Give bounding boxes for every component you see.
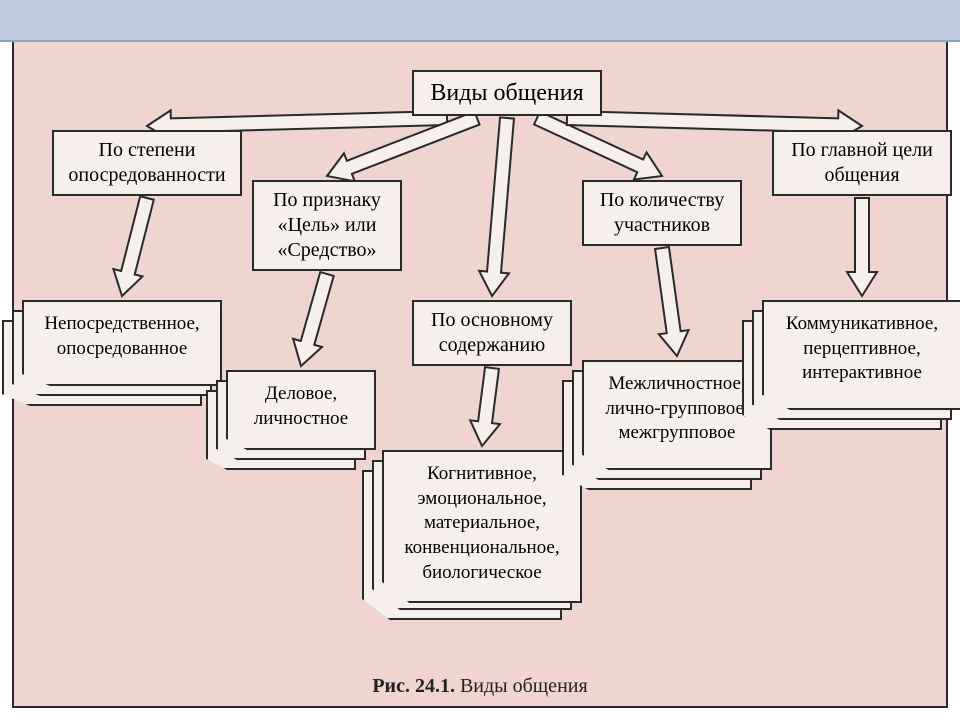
box-text-line: По степени — [62, 138, 232, 163]
leaf-text-line: опосредованное — [34, 337, 210, 362]
leaf-text-line: эмоциональное, — [394, 487, 570, 512]
leaf-text-line: конвенциональное, — [394, 536, 570, 561]
leaf-text-line: биологическое — [394, 561, 570, 586]
paper-front: Деловое,личностное — [226, 370, 376, 450]
branch-box-1: По признаку«Цель» или«Средство» — [252, 180, 402, 271]
arrow-root-to-branch-2 — [477, 117, 522, 298]
box-text-line: опосредованности — [62, 163, 232, 188]
paper-front: Непосредственное,опосредованное — [22, 300, 222, 386]
caption-text: Виды общения — [460, 675, 588, 697]
leaf-stack-4: Коммуникативное,перцептивное,интерактивн… — [762, 300, 960, 434]
leaf-text-line: Непосредственное, — [34, 312, 210, 337]
box-text-line: По признаку — [262, 188, 392, 213]
arrow-branch-to-leaf-2 — [467, 366, 507, 448]
branch-box-2: По основномусодержанию — [412, 300, 572, 366]
leaf-text-line: перцептивное, — [774, 337, 950, 362]
leaf-text-line: Когнитивное, — [394, 462, 570, 487]
caption-prefix: Рис. 24.1. — [372, 675, 455, 697]
figure-caption: Рис. 24.1. Виды общения — [0, 675, 960, 698]
paper-front: Коммуникативное,перцептивное,интерактивн… — [762, 300, 960, 410]
box-text-line: «Цель» или — [262, 213, 392, 238]
root-box: Виды общения — [412, 70, 602, 116]
box-text-line: По главной цели — [782, 138, 942, 163]
box-text-line: «Средство» — [262, 238, 392, 263]
arrow-branch-to-leaf-4 — [847, 198, 877, 296]
box-text-line: общения — [782, 163, 942, 188]
leaf-text-line: лично-групповое, — [594, 397, 760, 422]
branch-box-4: По главной целиобщения — [772, 130, 952, 196]
leaf-text-line: Межличностное, — [594, 372, 760, 397]
arrow-branch-to-leaf-0 — [107, 194, 161, 299]
leaf-text-line: материальное, — [394, 511, 570, 536]
box-text-line: содержанию — [422, 333, 562, 358]
leaf-text-line: Деловое, — [238, 382, 364, 407]
arrow-branch-to-leaf-3 — [647, 246, 692, 358]
branch-box-0: По степениопосредованности — [52, 130, 242, 196]
leaf-text-line: межгрупповое — [594, 421, 760, 446]
leaf-text-line: интерактивное — [774, 361, 950, 386]
box-text-line: По количеству — [592, 188, 732, 213]
box-text-line: По основному — [422, 308, 562, 333]
frame: Виды общения По степениопосредованности Не… — [0, 0, 960, 720]
box-text-line: участников — [592, 213, 732, 238]
leaf-text-line: личностное — [238, 407, 364, 432]
leaf-text-line: Коммуникативное, — [774, 312, 950, 337]
leaf-stack-1: Деловое,личностное — [226, 370, 400, 474]
box-text-line: Виды общения — [422, 78, 592, 108]
paper-front: Когнитивное,эмоциональное,материальное,к… — [382, 450, 582, 603]
branch-box-3: По количествуучастников — [582, 180, 742, 246]
arrow-branch-to-leaf-1 — [287, 270, 342, 370]
